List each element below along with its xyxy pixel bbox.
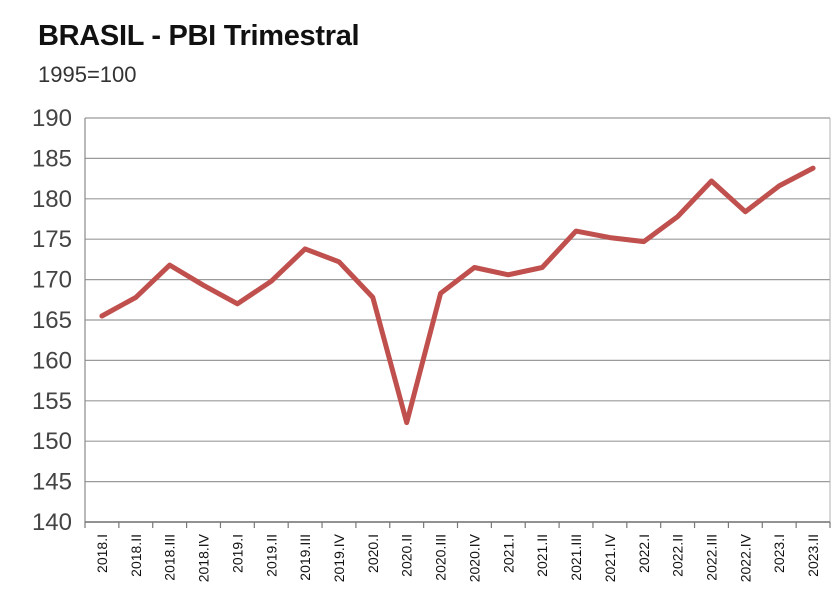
x-tick-label: 2021.III (568, 534, 584, 581)
x-tick-label: 2020.IV (466, 533, 482, 582)
x-tick-label: 2019.III (297, 534, 313, 581)
x-tick-label: 2020.II (399, 534, 415, 577)
x-tick-label: 2021.II (534, 534, 550, 577)
x-tick-label: 2020.I (365, 534, 381, 573)
plot-frame (84, 118, 831, 528)
chart-subtitle: 1995=100 (38, 62, 137, 87)
x-tick-label: 2023.II (805, 534, 821, 577)
x-tick-label: 2023.I (771, 534, 787, 573)
y-tick-label: 145 (32, 469, 72, 496)
x-tick-label: 2018.IV (196, 533, 212, 582)
y-tick-label: 170 (32, 267, 72, 294)
series-line-0 (99, 165, 816, 426)
x-tick-label: 2022.II (670, 534, 686, 577)
series-layer (99, 165, 816, 426)
x-tick-label: 2022.IV (737, 533, 753, 582)
x-tick-label: 2019.I (229, 534, 245, 573)
chart-title: BRASIL - PBI Trimestral (38, 20, 360, 52)
x-tick-label: 2020.III (433, 534, 449, 581)
x-tick-label: 2018.I (94, 534, 110, 573)
y-tick-label: 140 (32, 509, 72, 536)
x-tick-label: 2018.III (162, 534, 178, 581)
y-tick-label: 155 (32, 388, 72, 415)
x-tick-label: 2022.I (636, 534, 652, 573)
grid (85, 117, 830, 523)
y-tick-label: 165 (32, 307, 72, 334)
y-tick-label: 185 (32, 145, 72, 172)
y-tick-label: 190 (32, 105, 72, 132)
y-tick-label: 150 (32, 428, 72, 455)
x-tick-label: 2021.IV (602, 533, 618, 582)
x-tick-label: 2021.I (500, 534, 516, 573)
y-tick-label: 160 (32, 347, 72, 374)
x-axis: 2018.I 2018.II 2018.III 2018.IV 2019.I 2019.I… (94, 533, 821, 582)
x-tick-label: 2019.IV (331, 533, 347, 582)
y-tick-label: 180 (32, 186, 72, 213)
x-tick-label: 2018.II (128, 534, 144, 577)
y-tick-label: 175 (32, 226, 72, 253)
x-tick-label: 2019.II (263, 534, 279, 577)
x-tick-label: 2022.III (703, 534, 719, 581)
y-axis: 190 185 180 175 170 165 160 155 150 145 140 (32, 105, 72, 536)
